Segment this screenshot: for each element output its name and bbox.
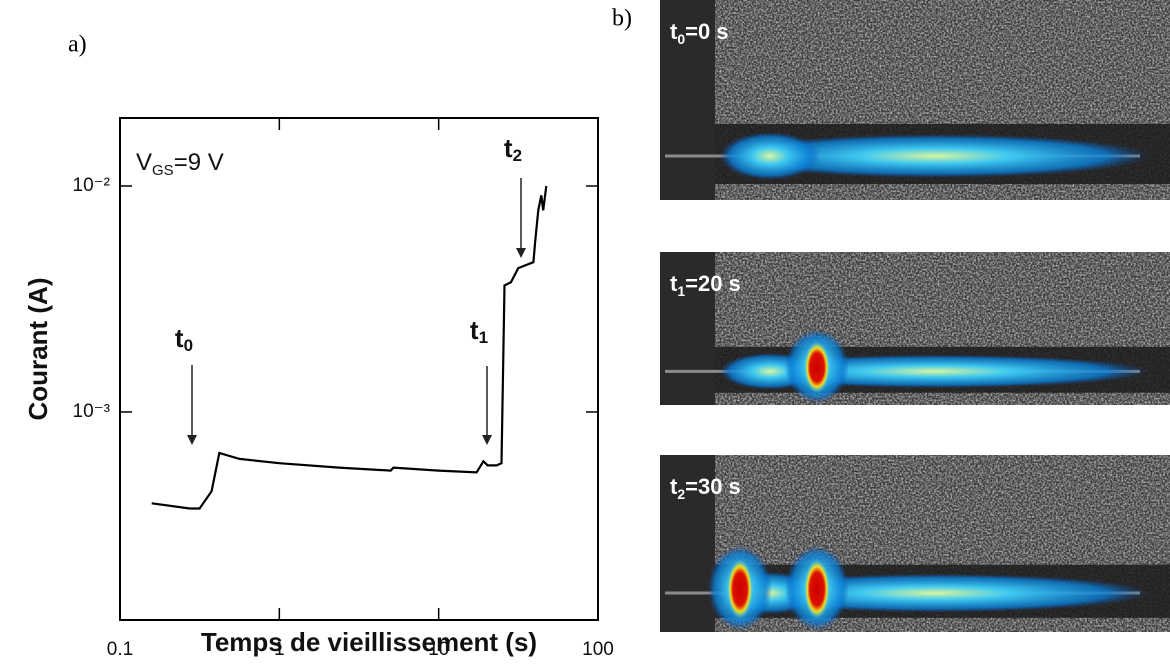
- annotation: t2=30 s: [670, 474, 741, 502]
- annotation-sub: 1: [479, 328, 488, 347]
- x-axis-label: Temps de vieillissement (s): [201, 627, 537, 657]
- annotation-sub: 1: [677, 283, 685, 299]
- annotation-sub: GS: [152, 162, 174, 179]
- annotation-sub: 2: [513, 146, 522, 165]
- plot-frame: [119, 117, 599, 621]
- annotation-rest: =20 s: [685, 271, 741, 296]
- image-edge: [660, 252, 715, 405]
- annotation-rest: =0 s: [685, 19, 728, 44]
- x-tick-label: 10: [428, 639, 449, 660]
- annotation-sub: 0: [184, 336, 193, 355]
- data-line: [151, 185, 548, 510]
- annotation-main: t: [670, 19, 678, 44]
- annotation: t0=0 s: [670, 19, 729, 47]
- annotation: t1=20 s: [670, 271, 741, 299]
- annotation: VGS=9 V: [136, 149, 224, 179]
- hot-spot: [727, 558, 753, 620]
- emission: [720, 132, 820, 180]
- annotation: t0: [175, 323, 193, 356]
- annotation-main: t: [670, 474, 678, 499]
- y-axis-label: Courant (A): [23, 278, 53, 421]
- y-tick-label: 10⁻²: [73, 175, 111, 196]
- image-edge: [660, 0, 715, 200]
- x-tick-label: 1: [274, 639, 285, 660]
- arrow-head: [516, 248, 526, 258]
- annotation: t2: [504, 133, 522, 166]
- hot-spot: [804, 558, 830, 620]
- hot-spot: [804, 341, 830, 394]
- annotation-main: V: [136, 149, 152, 176]
- thermal-images: t0=0 st1=20 st2=30 s: [660, 0, 1170, 632]
- annotation-rest: =9 V: [174, 149, 224, 176]
- x-tick-label: 0.1: [107, 639, 133, 660]
- annotation: t1: [470, 315, 488, 348]
- emission: [720, 134, 1150, 178]
- annotation-rest: =30 s: [685, 474, 741, 499]
- y-tick-label: 10⁻³: [73, 401, 111, 422]
- panel-label: b): [612, 6, 632, 32]
- annotation-main: t: [504, 133, 513, 163]
- image-edge: [660, 455, 715, 632]
- arrow-head: [482, 435, 492, 445]
- annotation-sub: 2: [677, 486, 685, 502]
- annotation-main: t: [175, 323, 184, 353]
- panel-label: a): [68, 32, 87, 58]
- annotation-main: t: [670, 271, 678, 296]
- x-tick-label: 100: [582, 639, 614, 660]
- annotation-main: t: [470, 315, 479, 345]
- annotation-sub: 0: [677, 31, 685, 47]
- arrow-head: [187, 435, 197, 445]
